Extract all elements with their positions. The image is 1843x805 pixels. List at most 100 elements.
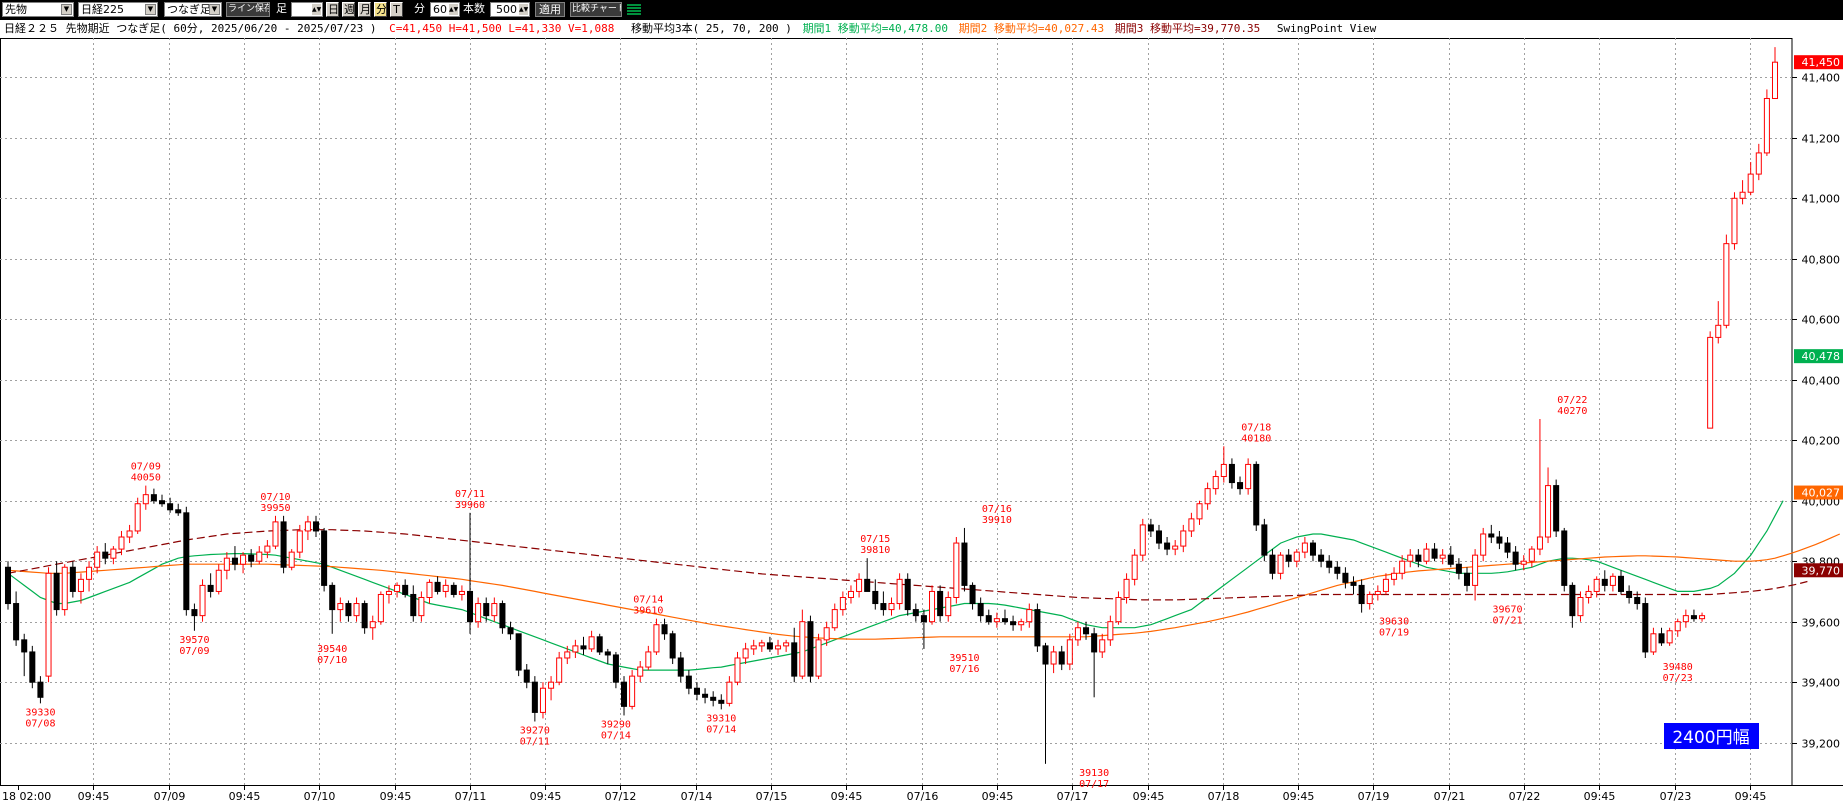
candle bbox=[1180, 524, 1187, 553]
market-select[interactable]: 先物 ▼ bbox=[2, 2, 74, 17]
candle-body bbox=[450, 584, 457, 595]
compare-chart-button[interactable]: 比較チャート bbox=[570, 2, 622, 17]
chart-kind-select[interactable]: つなぎ足 ▼ bbox=[164, 2, 222, 17]
candle bbox=[993, 612, 1000, 628]
spinner-icon[interactable]: ▲▼ bbox=[519, 4, 529, 15]
chevron-down-icon[interactable]: ▼ bbox=[61, 4, 72, 15]
candle bbox=[929, 585, 936, 625]
candle bbox=[1066, 633, 1073, 671]
line-save-button[interactable]: ライン保存 bbox=[226, 2, 270, 17]
candle-body bbox=[1228, 463, 1235, 484]
candle-body bbox=[1707, 336, 1714, 429]
time-tick-label: 07/09 bbox=[154, 790, 186, 803]
month-button[interactable]: 月 bbox=[358, 2, 371, 17]
candle-body bbox=[1318, 554, 1325, 562]
apply-button[interactable]: 適用 bbox=[535, 2, 565, 17]
chart-kind-select-value: つなぎ足 bbox=[167, 3, 211, 16]
time-tick-label: 09:45 bbox=[78, 790, 110, 803]
candle bbox=[920, 609, 927, 649]
candle-body bbox=[977, 603, 984, 617]
candle-body bbox=[1245, 463, 1252, 490]
chevron-down-icon[interactable]: ▼ bbox=[209, 4, 220, 15]
ma3-readout: 期間3 移動平均=39,770.35 bbox=[1114, 22, 1261, 35]
swing-date-label: 07/14 bbox=[601, 730, 631, 741]
period-input[interactable]: ▲▼ bbox=[291, 2, 323, 17]
candle-body bbox=[1342, 572, 1349, 583]
candle bbox=[1204, 482, 1211, 510]
candle bbox=[888, 597, 895, 616]
candle-body bbox=[693, 687, 700, 695]
candle bbox=[1285, 549, 1292, 568]
candle bbox=[385, 585, 392, 604]
candle-body bbox=[702, 693, 709, 698]
chart-lines-icon[interactable] bbox=[626, 2, 642, 17]
candle bbox=[1318, 549, 1325, 568]
interval-input[interactable]: 60 ▲▼ bbox=[430, 2, 460, 17]
candle bbox=[612, 651, 619, 689]
swing-price-label: 39570 bbox=[179, 635, 209, 646]
swing-date-label: 07/18 bbox=[1241, 422, 1271, 433]
candle bbox=[353, 597, 360, 622]
candle bbox=[369, 615, 376, 640]
candle-body bbox=[969, 584, 976, 605]
candle bbox=[880, 591, 887, 616]
candle-body bbox=[1431, 548, 1438, 559]
swing-price-label: 39540 bbox=[317, 644, 347, 655]
day-button[interactable]: 日 bbox=[326, 2, 339, 17]
candle-body bbox=[264, 545, 271, 553]
candle-body bbox=[1139, 524, 1146, 556]
candle-body bbox=[1520, 560, 1527, 565]
candle bbox=[710, 691, 717, 707]
symbol-select[interactable]: 日経225 ▼ bbox=[78, 2, 158, 17]
candle bbox=[985, 609, 992, 625]
candle-body bbox=[1180, 530, 1187, 547]
candle-body bbox=[880, 603, 887, 611]
candle bbox=[1634, 591, 1641, 610]
time-tick-label: 07/19 bbox=[1358, 790, 1390, 803]
spinner-icon[interactable]: ▲▼ bbox=[449, 4, 459, 15]
tick-button[interactable]: T bbox=[390, 2, 403, 17]
candle-body bbox=[1755, 152, 1762, 175]
candle bbox=[1496, 530, 1503, 550]
candle bbox=[847, 585, 854, 604]
week-button[interactable]: 週 bbox=[342, 2, 355, 17]
candle bbox=[807, 615, 814, 683]
candles bbox=[4, 47, 1779, 764]
candle bbox=[13, 591, 20, 646]
candle bbox=[94, 546, 101, 574]
candle-body bbox=[912, 609, 919, 617]
candle-body bbox=[515, 633, 522, 671]
candle bbox=[1277, 552, 1284, 580]
spinner-icon[interactable]: ▲▼ bbox=[312, 4, 322, 15]
candle bbox=[864, 558, 871, 592]
candle-body bbox=[256, 551, 263, 562]
candle-body bbox=[556, 657, 563, 683]
candle-body bbox=[872, 590, 879, 605]
candle bbox=[1577, 591, 1584, 622]
candle-body bbox=[1626, 590, 1633, 598]
candle-body bbox=[1569, 584, 1576, 617]
swing-point-labels: 3933007/0807/09400503957007/0907/1039950… bbox=[25, 395, 1692, 790]
swing-price-label: 39130 bbox=[1079, 768, 1109, 779]
candle-body bbox=[1034, 609, 1041, 647]
minute-button[interactable]: 分 bbox=[374, 2, 387, 17]
time-tick-label: 18 02:00 bbox=[2, 790, 51, 803]
candle-body bbox=[1001, 618, 1008, 623]
count-label: 本数 bbox=[463, 2, 485, 15]
candle-body bbox=[483, 603, 490, 617]
candle bbox=[1326, 555, 1333, 574]
symbol-select-value: 日経225 bbox=[81, 3, 124, 16]
candle-body bbox=[37, 681, 44, 698]
candle-body bbox=[1123, 578, 1130, 598]
candle-body bbox=[1026, 609, 1033, 623]
ma-line-25 bbox=[7, 500, 1784, 671]
candle bbox=[645, 645, 652, 671]
candle-body bbox=[1690, 615, 1697, 620]
chevron-down-icon[interactable]: ▼ bbox=[145, 4, 156, 15]
count-input[interactable]: 500 ▲▼ bbox=[490, 2, 530, 17]
candle-body bbox=[1642, 603, 1649, 653]
candle-body bbox=[1074, 627, 1081, 641]
